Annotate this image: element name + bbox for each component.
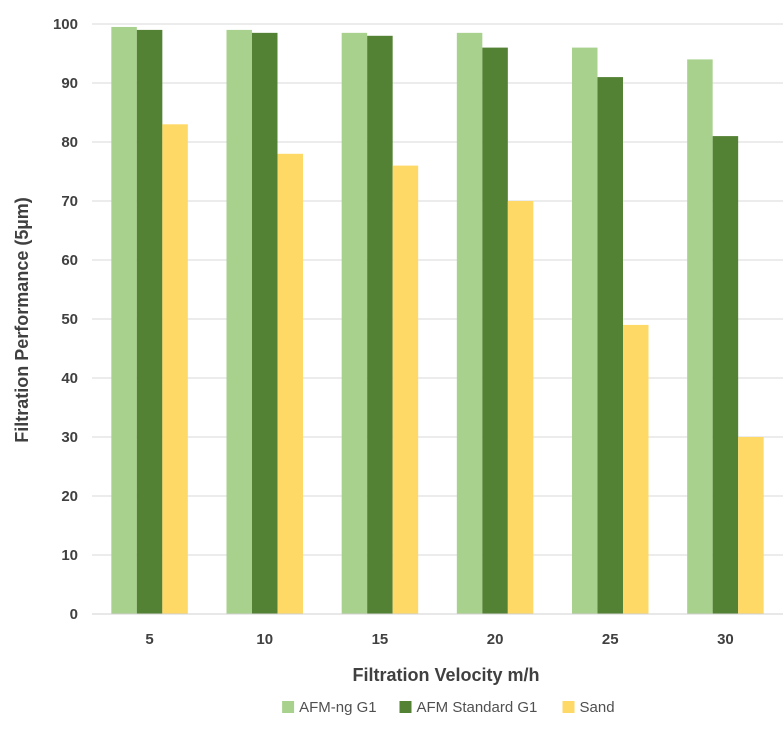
bar bbox=[277, 153, 303, 615]
legend-swatch bbox=[399, 701, 412, 713]
bar bbox=[456, 32, 483, 615]
x-tick-label: 15 bbox=[372, 631, 389, 648]
legend: AFM-ng G1 AFM Standard G1 Sand bbox=[282, 699, 615, 716]
y-tick-label: 10 bbox=[61, 547, 78, 564]
bar bbox=[111, 26, 137, 614]
bar bbox=[367, 35, 393, 615]
bar bbox=[252, 32, 278, 615]
legend-label: AFM-ng G1 bbox=[299, 699, 377, 716]
x-tick-label: 30 bbox=[717, 631, 734, 648]
bar bbox=[623, 324, 649, 614]
bar bbox=[226, 29, 252, 614]
y-tick-label: 100 bbox=[53, 16, 78, 33]
y-tick-label: 80 bbox=[61, 134, 78, 151]
y-tick-label: 30 bbox=[61, 429, 78, 446]
y-tick-label: 60 bbox=[61, 252, 78, 269]
bar bbox=[341, 32, 368, 615]
y-axis-title: Filtration Performance (5µm) bbox=[12, 197, 32, 442]
y-tick-label: 70 bbox=[61, 193, 78, 210]
x-tick-label: 25 bbox=[602, 631, 619, 648]
bar bbox=[507, 201, 534, 614]
gridlines bbox=[92, 23, 783, 556]
x-axis-ticks: 5 10 15 20 25 30 bbox=[145, 631, 733, 648]
bar bbox=[162, 124, 188, 615]
bar bbox=[712, 136, 739, 614]
bar bbox=[392, 165, 419, 614]
y-tick-label: 20 bbox=[61, 488, 78, 505]
x-axis-title: Filtration Velocity m/h bbox=[352, 665, 539, 685]
bar bbox=[738, 437, 764, 614]
bar bbox=[482, 47, 508, 615]
y-tick-label: 50 bbox=[61, 311, 78, 328]
x-tick-label: 5 bbox=[145, 631, 153, 648]
bar bbox=[597, 77, 623, 615]
y-tick-label: 40 bbox=[61, 370, 78, 387]
bar bbox=[136, 29, 163, 614]
legend-swatch bbox=[282, 701, 295, 713]
bar bbox=[687, 59, 713, 614]
y-tick-label: 90 bbox=[61, 75, 78, 92]
y-tick-label: 0 bbox=[70, 606, 78, 623]
x-tick-label: 10 bbox=[256, 631, 273, 648]
legend-swatch bbox=[562, 701, 575, 713]
legend-label: Sand bbox=[580, 699, 615, 716]
y-axis-ticks: 0 10 20 30 40 50 60 70 80 90 100 bbox=[53, 16, 78, 623]
bar bbox=[572, 47, 598, 615]
bars bbox=[111, 26, 764, 615]
legend-label: AFM Standard G1 bbox=[417, 699, 538, 716]
x-tick-label: 20 bbox=[487, 631, 504, 648]
